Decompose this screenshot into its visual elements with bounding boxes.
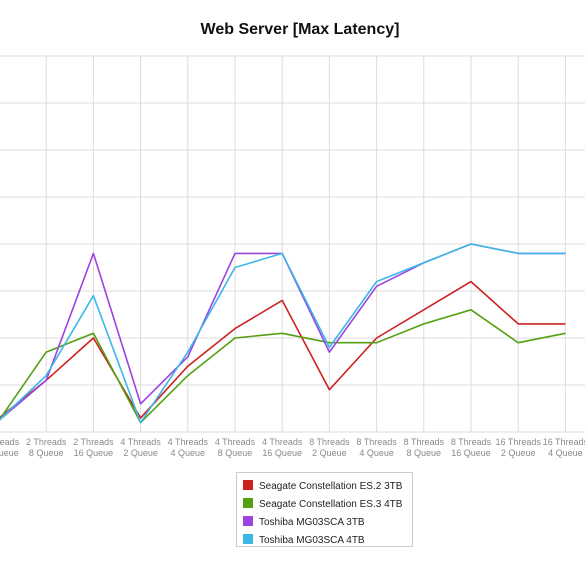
x-tick-line-queue: 8 Queue — [29, 448, 64, 458]
x-tick-line-queue: 4 Queue — [548, 448, 583, 458]
x-tick-label: 8 Threads 2 Queue — [309, 437, 350, 458]
x-tick-line-queue: 4 Queue — [171, 448, 206, 458]
x-tick-label: 16 Threads 2 Queue — [496, 437, 542, 458]
series-line-4 — [0, 243, 566, 424]
legend-swatch — [243, 498, 253, 508]
x-tick-line-queue: 16 Queue — [74, 448, 114, 458]
x-tick-line-threads: 2 Threads — [26, 437, 67, 447]
x-tick-label: 2 Threads 16 Queue — [73, 437, 114, 458]
legend-swatch — [243, 516, 253, 526]
x-tick-line-queue: 2 Queue — [312, 448, 347, 458]
x-tick-line-queue: 16 Queue — [262, 448, 302, 458]
x-tick-line-queue: 2 Queue — [501, 448, 536, 458]
x-tick-label: 4 Threads 8 Queue — [215, 437, 256, 458]
x-tick-line-threads: 8 Threads — [356, 437, 397, 447]
x-tick-label: 8 Threads 8 Queue — [404, 437, 445, 458]
x-tick-line-threads: 8 Threads — [309, 437, 350, 447]
series-lines — [0, 243, 566, 424]
legend-label: Toshiba MG03SCA 3TB — [259, 517, 365, 528]
x-tick-line-threads: 8 Threads — [451, 437, 492, 447]
x-tick-line-threads: 4 Threads — [262, 437, 303, 447]
chart-title: Web Server [Max Latency] — [201, 21, 400, 38]
series-line-2 — [0, 308, 566, 424]
x-tick-label: 8 Threads 16 Queue — [451, 437, 492, 458]
legend-box — [236, 472, 413, 547]
x-tick-line-queue: 4 Queue — [359, 448, 394, 458]
x-tick-label: 4 Threads 4 Queue — [168, 437, 209, 458]
series-line-1 — [0, 280, 566, 419]
x-tick-line-threads: 16 Threads — [543, 437, 585, 447]
x-tick-line-queue: 8 Queue — [218, 448, 253, 458]
x-tick-label: 4 Threads 2 Queue — [120, 437, 161, 458]
x-tick-line-threads: 4 Threads — [215, 437, 256, 447]
gridlines — [0, 55, 585, 433]
legend-swatch — [243, 534, 253, 544]
x-tick-line-queue: 16 Queue — [0, 448, 19, 458]
legend: Seagate Constellation ES.2 3TB Seagate Co… — [236, 472, 413, 547]
x-tick-label: 2 Threads 8 Queue — [26, 437, 67, 458]
x-tick-line-threads: 1 Threads — [0, 437, 20, 447]
x-tick-line-threads: 4 Threads — [168, 437, 209, 447]
x-tick-label: 16 Threads 4 Queue — [543, 437, 585, 458]
legend-swatch — [243, 480, 253, 490]
x-tick-line-threads: 2 Threads — [73, 437, 114, 447]
x-tick-line-queue: 8 Queue — [407, 448, 442, 458]
legend-label: Seagate Constellation ES.2 3TB — [259, 481, 403, 492]
x-tick-line-queue: 16 Queue — [451, 448, 491, 458]
x-tick-label: 8 Threads 4 Queue — [356, 437, 397, 458]
legend-label: Seagate Constellation ES.3 4TB — [259, 499, 403, 510]
x-tick-line-threads: 16 Threads — [496, 437, 542, 447]
x-tick-line-threads: 4 Threads — [120, 437, 161, 447]
x-tick-line-queue: 2 Queue — [123, 448, 158, 458]
x-tick-label: 4 Threads 16 Queue — [262, 437, 303, 458]
x-tick-line-threads: 8 Threads — [404, 437, 445, 447]
legend-label: Toshiba MG03SCA 4TB — [259, 535, 365, 546]
